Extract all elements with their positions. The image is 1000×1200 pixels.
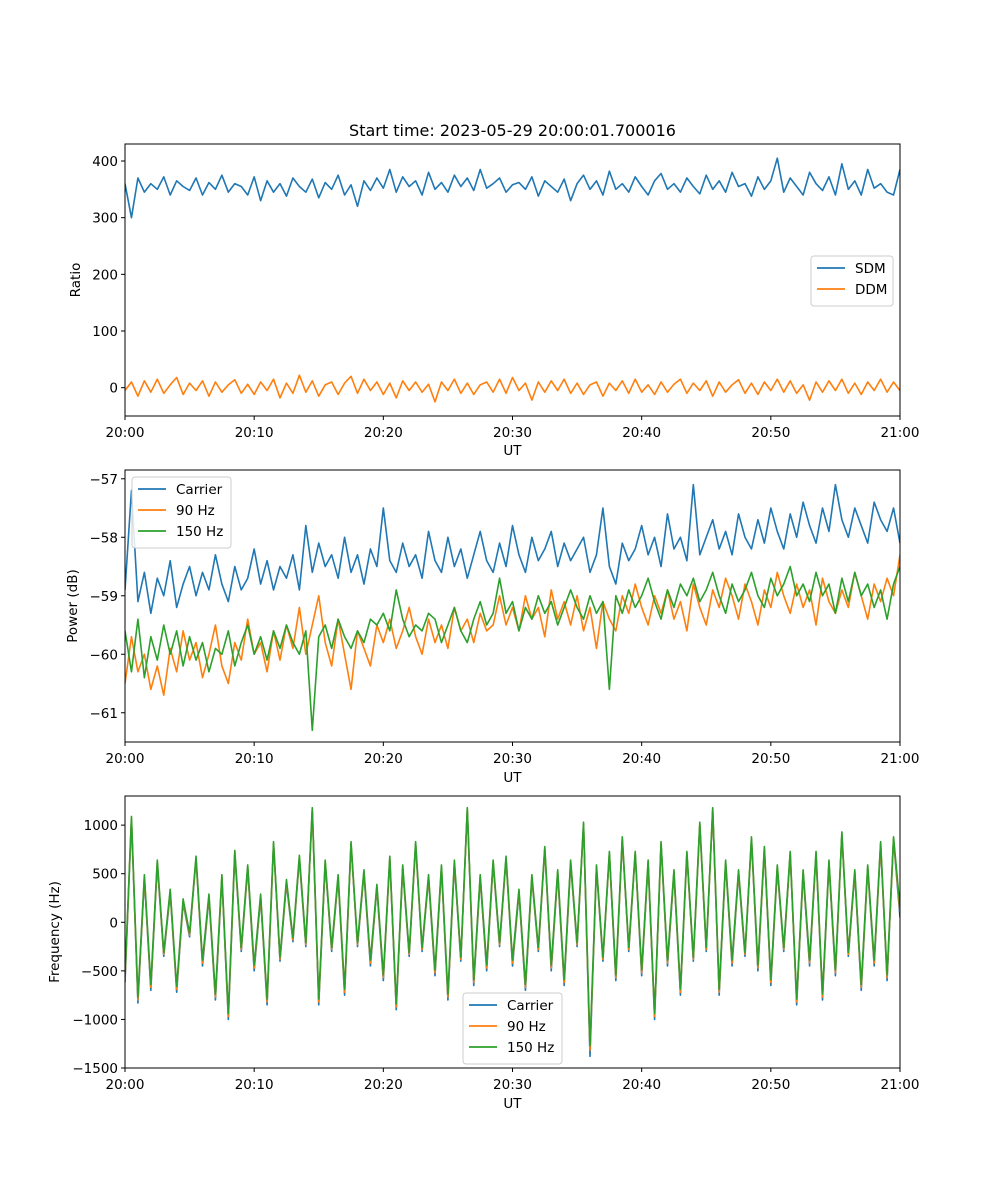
ratio-series-line-ddm — [125, 374, 900, 403]
power-y-axis-label: Power (dB) — [65, 569, 81, 642]
power-x-tick-label: 20:40 — [622, 751, 661, 767]
power-legend-label-90-hz: 90 Hz — [176, 503, 215, 519]
power-x-tick-label: 20:00 — [106, 751, 145, 767]
power-legend: Carrier 90 Hz 150 Hz — [131, 476, 232, 549]
power-series-line-carrier — [125, 483, 900, 615]
ratio-y-tick-label: 0 — [109, 381, 118, 397]
power-series-group — [125, 483, 900, 732]
ratio-y-tick-label: 100 — [92, 324, 118, 340]
ratio-x-tick-label: 20:30 — [493, 425, 532, 441]
power-x-tick-label: 20:30 — [493, 751, 532, 767]
ratio-legend-label-ddm: DDM — [855, 282, 887, 298]
frequency-x-tick-label: 20:00 — [106, 1077, 145, 1093]
frequency-x-tick-label: 20:10 — [235, 1077, 274, 1093]
ratio-panel: 20:00 20:10 20:20 20:30 20:40 20:50 21:00 0 100 2… — [68, 143, 920, 459]
ratio-x-tick-label: 20:10 — [235, 425, 274, 441]
power-panel: 20:00 20:10 20:20 20:30 20:40 20:50 21:00 −57 −5… — [65, 469, 920, 786]
power-x-tick-label: 20:10 — [235, 751, 274, 767]
power-x-tick-label: 21:00 — [881, 751, 920, 767]
ratio-y-tick-label: 400 — [92, 154, 118, 170]
power-legend-label-carrier: Carrier — [176, 482, 223, 498]
frequency-panel: 20:00 20:10 20:20 20:30 20:40 20:50 21:00 1000 5… — [47, 795, 920, 1112]
frequency-series-line-150-hz — [125, 806, 900, 1047]
frequency-x-tick-label: 20:50 — [751, 1077, 790, 1093]
frequency-y-tick-label: 1000 — [84, 818, 118, 834]
frequency-x-axis-label: UT — [503, 1096, 522, 1112]
power-y-tick-label: −60 — [90, 647, 119, 663]
frequency-legend-label-150-hz: 150 Hz — [507, 1040, 554, 1056]
ratio-legend: SDM DDM — [810, 255, 894, 307]
frequency-x-tick-label: 20:40 — [622, 1077, 661, 1093]
frequency-series-line-carrier — [125, 809, 900, 1058]
frequency-x-tick-label: 20:20 — [364, 1077, 403, 1093]
power-x-axis-label: UT — [503, 770, 522, 786]
frequency-y-tick-label: −1000 — [72, 1012, 118, 1028]
frequency-series-group — [125, 806, 900, 1058]
ratio-series-group — [125, 157, 900, 403]
power-series-line-150-hz — [125, 565, 900, 732]
ratio-series-line-sdm — [125, 157, 900, 219]
frequency-y-tick-label: −500 — [81, 964, 118, 980]
power-x-tick-label: 20:50 — [751, 751, 790, 767]
power-legend-label-150-hz: 150 Hz — [176, 524, 223, 540]
ratio-x-tick-label: 21:00 — [881, 425, 920, 441]
frequency-plot-area: 20:00 20:10 20:20 20:30 20:40 20:50 21:00 1000 5… — [72, 795, 920, 1093]
ratio-y-tick-label: 300 — [92, 211, 118, 227]
frequency-y-tick-label: 0 — [109, 915, 118, 931]
ratio-x-tick-label: 20:40 — [622, 425, 661, 441]
frequency-y-axis-label: Frequency (Hz) — [47, 881, 63, 983]
ratio-plot-area: 20:00 20:10 20:20 20:30 20:40 20:50 21:00 0 100 2… — [92, 143, 920, 441]
ratio-legend-label-sdm: SDM — [855, 261, 886, 277]
frequency-legend-label-90-hz: 90 Hz — [507, 1019, 546, 1035]
frequency-series-line-90-hz — [125, 808, 900, 1052]
frequency-y-tick-label: 500 — [92, 867, 118, 883]
power-plot-area: 20:00 20:10 20:20 20:30 20:40 20:50 21:00 −57 −5… — [90, 469, 920, 767]
power-y-tick-label: −59 — [90, 589, 119, 605]
figure-title: Start time: 2023-05-29 20:00:01.700016 — [349, 121, 676, 140]
power-y-tick-label: −57 — [90, 472, 119, 488]
ratio-x-tick-label: 20:00 — [106, 425, 145, 441]
frequency-x-tick-label: 21:00 — [881, 1077, 920, 1093]
frequency-x-tick-label: 20:30 — [493, 1077, 532, 1093]
power-y-tick-label: −61 — [90, 706, 119, 722]
power-y-tick-label: −58 — [90, 530, 119, 546]
power-x-tick-label: 20:20 — [364, 751, 403, 767]
frequency-legend-label-carrier: Carrier — [507, 998, 554, 1014]
ratio-x-tick-label: 20:20 — [364, 425, 403, 441]
frequency-y-tick-label: −1500 — [72, 1061, 118, 1077]
ratio-y-tick-label: 200 — [92, 267, 118, 283]
ratio-x-axis-label: UT — [503, 443, 522, 459]
ratio-y-axis-label: Ratio — [68, 263, 84, 298]
ratio-x-tick-label: 20:50 — [751, 425, 790, 441]
frequency-legend: Carrier 90 Hz 150 Hz — [462, 992, 563, 1065]
